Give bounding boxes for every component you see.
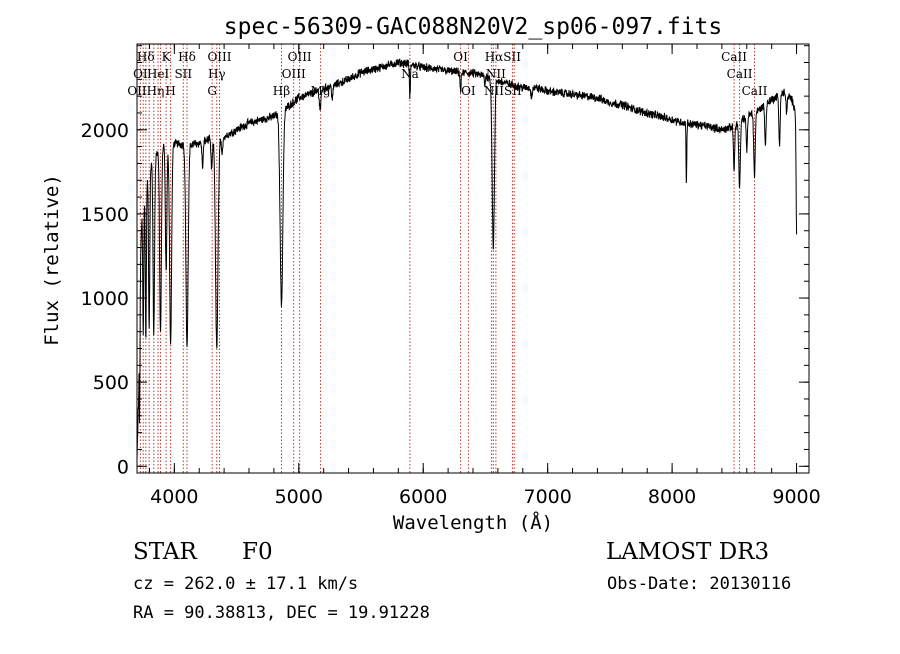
line-id-label: SII xyxy=(174,67,192,81)
spectrum-line xyxy=(136,58,798,461)
y-tick-label: 0 xyxy=(117,456,129,478)
line-id-label: OI xyxy=(133,67,148,81)
line-id-label: NII xyxy=(486,67,506,81)
x-tick-label: 9000 xyxy=(772,486,820,508)
line-id-label: OIII xyxy=(282,67,306,81)
line-id-label: CaII xyxy=(721,50,747,64)
chart-title: spec-56309-GAC088N20V2_sp06-097.fits xyxy=(224,14,723,40)
obs-date-text: Obs-Date: 20130116 xyxy=(607,574,792,594)
x-tick-label: 4000 xyxy=(150,486,198,508)
object-class: STAR xyxy=(133,539,197,565)
x-tick-label: 8000 xyxy=(648,486,696,508)
line-id-label: CaII xyxy=(727,67,753,81)
line-id-label: NIISII xyxy=(484,84,522,98)
line-id-label: Hγ xyxy=(208,67,226,81)
line-id-label: Na xyxy=(401,67,419,81)
line-id-label: HeI xyxy=(147,67,170,81)
line-id-label: G xyxy=(207,84,217,98)
line-id-label: OIII xyxy=(207,50,231,64)
line-id-label: OI xyxy=(453,50,468,64)
line-id-label: Mg xyxy=(311,84,331,98)
x-axis-label: Wavelength (Å) xyxy=(393,511,553,534)
y-tick-label: 500 xyxy=(93,372,129,394)
line-id-label: HαSII xyxy=(485,50,522,64)
axis-ticks: 4000 5000 6000 7000 8000 9000 0 500 1000 1500 2000 xyxy=(81,44,821,508)
x-tick-label: 5000 xyxy=(275,486,323,508)
line-id-label: OIII xyxy=(288,50,312,64)
survey-name: LAMOST DR3 xyxy=(606,539,770,565)
line-id-label: Hδ xyxy=(137,50,155,64)
line-id-label: H xyxy=(165,84,175,98)
line-id-label: OI xyxy=(461,84,476,98)
y-tick-label: 2000 xyxy=(81,120,129,142)
line-id-label: OIIHη xyxy=(127,84,164,98)
line-id-label: K xyxy=(162,50,172,64)
emission-line-markers xyxy=(139,44,755,473)
line-id-label: Hβ xyxy=(273,84,290,98)
redshift-text: cz = 262.0 ± 17.1 km/s xyxy=(133,574,359,594)
y-axis-label: Flux (relative) xyxy=(41,174,63,346)
x-tick-label: 7000 xyxy=(523,486,571,508)
line-id-label: CaII xyxy=(742,84,768,98)
object-subclass: F0 xyxy=(242,539,273,565)
line-id-label: Hδ xyxy=(178,50,196,64)
y-tick-label: 1000 xyxy=(81,288,129,310)
spectrum-layer xyxy=(136,58,798,461)
y-tick-label: 1500 xyxy=(81,204,129,226)
coordinates-text: RA = 90.38813, DEC = 19.91228 xyxy=(133,603,430,623)
x-tick-label: 6000 xyxy=(399,486,447,508)
plot-frame xyxy=(136,43,810,474)
